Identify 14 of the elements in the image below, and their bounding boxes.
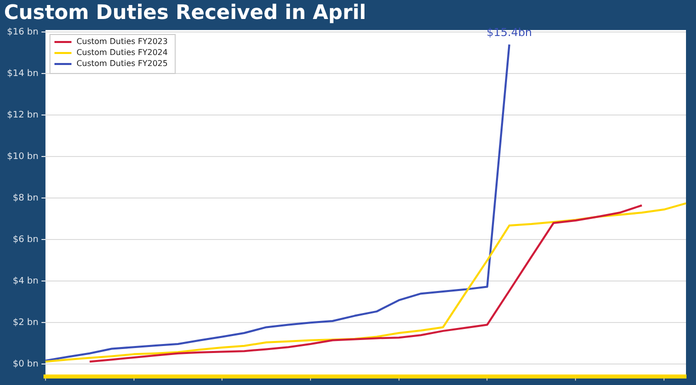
- legend-label: Custom Duties FY2023: [76, 37, 168, 46]
- y-tick-label: $12 bn: [6, 110, 38, 120]
- chart-title: Custom Duties Received in April: [4, 0, 366, 24]
- y-tick-label: $8 bn: [12, 193, 38, 204]
- legend-label: Custom Duties FY2024: [76, 48, 168, 58]
- y-tick-label: $2 bn: [12, 318, 38, 328]
- y-tick-label: $4 bn: [12, 276, 38, 286]
- y-tick-label: $6 bn: [12, 234, 38, 245]
- legend-label: Custom Duties FY2025: [76, 59, 168, 68]
- annotation: $15.4bn: [486, 26, 532, 39]
- y-tick-label: $14 bn: [6, 68, 38, 79]
- y-tick-label: $10 bn: [6, 152, 38, 162]
- y-tick-label: $16 bn: [6, 27, 38, 38]
- y-tick-label: $0 bn: [12, 359, 38, 370]
